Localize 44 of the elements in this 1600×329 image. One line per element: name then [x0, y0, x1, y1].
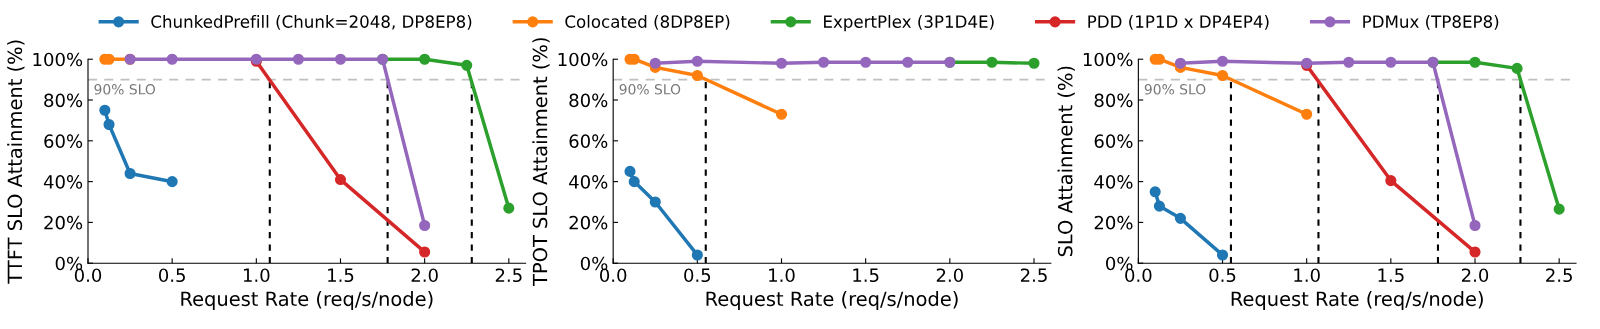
legend-label: ExpertPlex (3P1D4E): [824, 15, 994, 32]
x-tick-label: 0.5: [1209, 268, 1236, 283]
y-tick-label: 80%: [569, 93, 608, 108]
y-tick-label: 100%: [1083, 52, 1133, 67]
x-tick-label: 1.5: [853, 268, 879, 283]
legend-label: Colocated (8DP8EP): [565, 15, 730, 30]
y-tick-label: 60%: [569, 134, 608, 148]
x-tick-label: 0.5: [684, 268, 711, 283]
y-tick-label: 100%: [33, 52, 83, 67]
ref-line-label: 90% SLO: [1144, 84, 1206, 95]
x-tick-label: 2.0: [936, 268, 963, 283]
legend-label: PDD (1P1D x DP4EP4): [1088, 15, 1269, 30]
y-axis-title: TTFT SLO Attainment (%): [7, 40, 25, 284]
x-tick-label: 1.0: [1294, 268, 1320, 283]
y-tick-label: 80%: [1094, 93, 1133, 108]
x-tick-label: 0.5: [159, 268, 185, 283]
x-tick-label: 1.5: [328, 268, 354, 283]
x-tick-label: 2.0: [411, 268, 438, 283]
y-tick-label: 60%: [44, 134, 83, 148]
ref-line-label: 90% SLO: [94, 84, 156, 95]
x-tick-label: 1.0: [243, 268, 270, 283]
y-tick-label: 80%: [44, 93, 83, 108]
y-tick-label: 40%: [569, 175, 608, 189]
x-axis-title: Request Rate (req/s/node): [181, 291, 433, 310]
y-tick-label: 20%: [44, 215, 83, 230]
legend-label: PDMux (TP8EP8): [1363, 15, 1499, 30]
x-axis-title: Request Rate (req/s/node): [706, 291, 958, 310]
x-tick-label: 1.5: [1378, 268, 1404, 283]
y-axis-title: TPOT SLO Attainment (%): [532, 38, 550, 286]
x-tick-label: 2.5: [1020, 268, 1047, 283]
y-tick-label: 60%: [1094, 134, 1133, 148]
legend-label: ChunkedPrefill (Chunk=2048, DP8EP8): [151, 15, 472, 30]
y-tick-label: 20%: [1094, 215, 1133, 230]
y-tick-label: 40%: [43, 175, 83, 189]
y-axis-title: SLO Attainment (%): [1057, 66, 1075, 257]
y-tick-label: 100%: [558, 52, 608, 67]
y-tick-label: 40%: [1094, 175, 1133, 189]
y-tick-label: 20%: [569, 215, 608, 230]
x-tick-label: 2.5: [495, 268, 522, 283]
x-tick-label: 1.0: [769, 268, 795, 283]
x-tick-label: 2.5: [1546, 268, 1572, 283]
x-axis-title: Request Rate (req/s/node): [1231, 291, 1483, 310]
x-tick-label: 2.0: [1461, 268, 1489, 283]
ref-line-label: 90% SLO: [619, 84, 681, 95]
